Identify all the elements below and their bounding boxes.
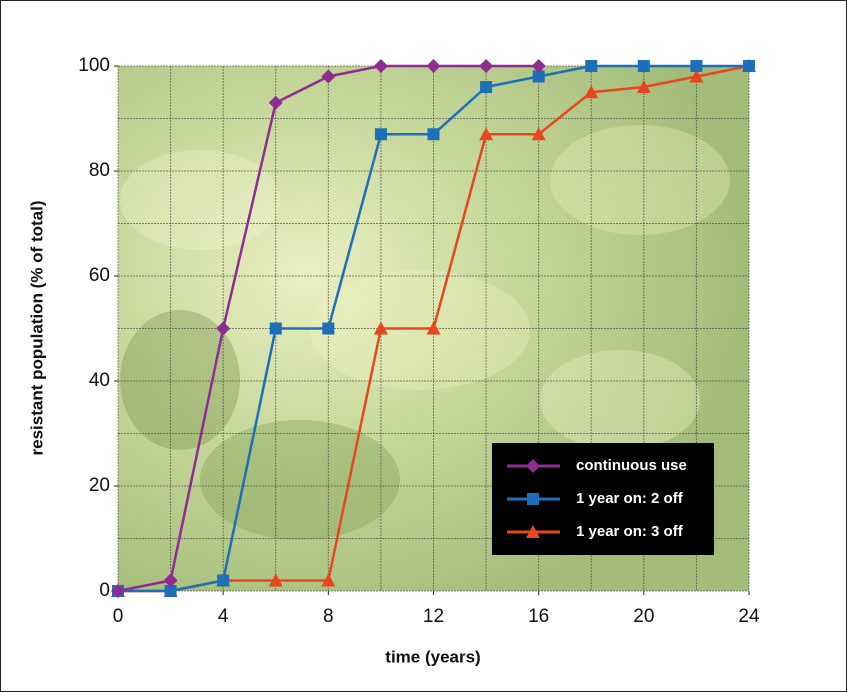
marker xyxy=(585,60,598,72)
marker xyxy=(531,127,546,141)
marker xyxy=(373,321,388,335)
marker xyxy=(636,80,651,93)
marker xyxy=(426,59,441,73)
marker xyxy=(321,573,336,587)
y-tick-label: 0 xyxy=(99,580,110,601)
y-tick-label: 100 xyxy=(78,55,110,76)
marker xyxy=(584,85,599,99)
y-tick-label: 80 xyxy=(89,160,110,181)
y-tick-label: 60 xyxy=(89,265,110,286)
legend-marker xyxy=(526,525,540,538)
marker xyxy=(217,574,230,587)
legend-label: continuous use xyxy=(576,457,687,474)
x-axis-label: time (years) xyxy=(385,647,480,666)
x-tick-label: 16 xyxy=(528,606,549,627)
marker xyxy=(479,127,494,141)
marker xyxy=(479,59,494,73)
legend-marker xyxy=(526,459,540,473)
marker xyxy=(373,59,388,73)
x-tick-label: 4 xyxy=(218,606,229,627)
marker xyxy=(743,60,755,72)
marker xyxy=(111,584,125,598)
marker xyxy=(268,573,283,587)
y-tick-label: 40 xyxy=(89,370,110,391)
marker xyxy=(637,60,650,72)
marker xyxy=(427,128,440,141)
y-tick-label: 20 xyxy=(89,475,110,496)
x-tick-label: 0 xyxy=(113,606,124,627)
x-tick-label: 12 xyxy=(423,606,444,627)
marker xyxy=(321,69,336,84)
x-tick-label: 20 xyxy=(633,606,654,627)
marker xyxy=(374,128,387,141)
legend-marker xyxy=(527,493,539,505)
legend-label: 1 year on: 3 off xyxy=(576,523,684,540)
x-tick-label: 24 xyxy=(738,606,760,627)
marker xyxy=(426,321,441,335)
legend-label: 1 year on: 2 off xyxy=(576,490,684,507)
marker xyxy=(532,70,545,83)
y-axis-label: resistant population (% of total) xyxy=(27,201,46,456)
marker xyxy=(480,81,493,93)
marker xyxy=(531,59,546,73)
marker xyxy=(689,69,704,83)
marker xyxy=(268,95,283,110)
marker xyxy=(690,60,703,72)
marker xyxy=(322,322,335,335)
x-tick-label: 8 xyxy=(323,606,334,627)
marker xyxy=(164,585,177,597)
marker xyxy=(216,321,231,336)
marker xyxy=(163,573,178,588)
marker xyxy=(269,322,282,335)
